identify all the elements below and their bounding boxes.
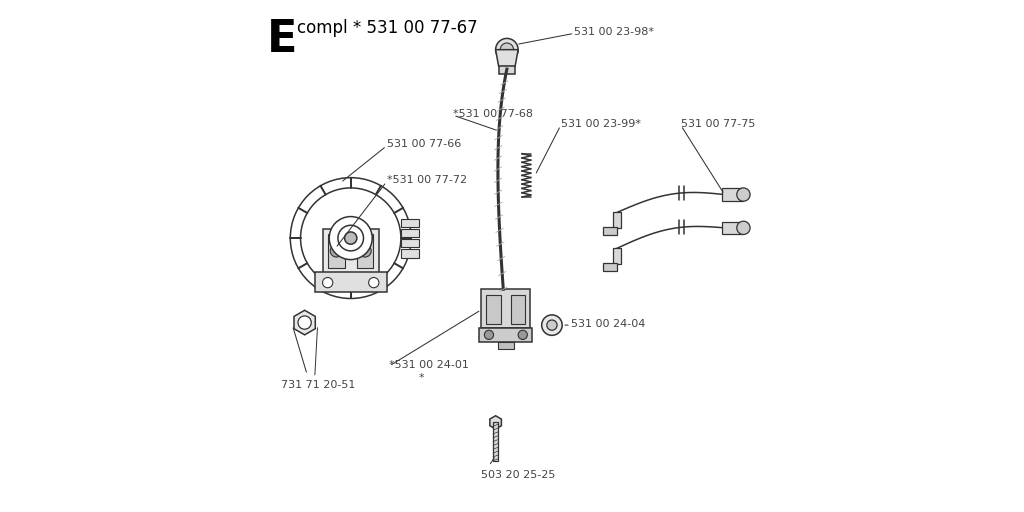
Bar bbox=[511, 295, 525, 324]
Bar bbox=[401, 249, 419, 258]
Circle shape bbox=[344, 232, 357, 244]
Circle shape bbox=[338, 225, 364, 251]
Text: 503 20 25-25: 503 20 25-25 bbox=[481, 470, 556, 480]
Text: 531 00 23-98*: 531 00 23-98* bbox=[574, 27, 654, 37]
Polygon shape bbox=[496, 50, 518, 67]
Text: *531 00 77-68: *531 00 77-68 bbox=[453, 109, 534, 119]
Bar bbox=[401, 239, 419, 247]
Polygon shape bbox=[489, 416, 502, 429]
Text: *: * bbox=[419, 373, 424, 383]
Bar bbox=[494, 422, 499, 461]
Circle shape bbox=[737, 221, 750, 234]
Bar bbox=[315, 272, 387, 292]
Circle shape bbox=[737, 188, 750, 201]
Text: 531 00 23-99*: 531 00 23-99* bbox=[561, 119, 641, 129]
Bar bbox=[498, 342, 514, 349]
Text: E: E bbox=[267, 18, 298, 61]
Text: 531 00 24-04: 531 00 24-04 bbox=[571, 318, 645, 329]
Bar bbox=[499, 66, 515, 74]
Bar bbox=[722, 188, 743, 201]
Bar bbox=[401, 229, 419, 237]
Bar bbox=[486, 295, 501, 324]
Bar bbox=[602, 227, 616, 235]
Bar bbox=[323, 229, 379, 273]
Bar bbox=[401, 219, 419, 227]
Circle shape bbox=[484, 330, 494, 339]
Bar bbox=[357, 234, 374, 268]
Circle shape bbox=[358, 245, 371, 257]
Bar bbox=[612, 248, 621, 264]
Circle shape bbox=[330, 245, 342, 257]
Circle shape bbox=[518, 330, 527, 339]
Bar bbox=[481, 289, 530, 328]
Circle shape bbox=[298, 316, 311, 329]
Circle shape bbox=[500, 43, 513, 56]
Text: *531 00 24-01: *531 00 24-01 bbox=[389, 359, 469, 370]
Circle shape bbox=[542, 315, 562, 335]
Text: 531 00 77-75: 531 00 77-75 bbox=[681, 119, 756, 129]
Circle shape bbox=[291, 178, 412, 298]
Text: 531 00 77-66: 531 00 77-66 bbox=[387, 139, 461, 150]
Text: compl * 531 00 77-67: compl * 531 00 77-67 bbox=[297, 19, 477, 37]
Bar bbox=[602, 263, 616, 271]
Polygon shape bbox=[294, 310, 315, 335]
Bar bbox=[328, 234, 344, 268]
Circle shape bbox=[301, 188, 401, 288]
Circle shape bbox=[547, 320, 557, 330]
Bar bbox=[722, 222, 743, 234]
Bar bbox=[479, 328, 532, 342]
Bar bbox=[612, 212, 621, 228]
Text: 731 71 20-51: 731 71 20-51 bbox=[281, 380, 355, 390]
Circle shape bbox=[496, 38, 518, 61]
Text: *531 00 77-72: *531 00 77-72 bbox=[387, 175, 467, 185]
Circle shape bbox=[323, 278, 333, 288]
Circle shape bbox=[330, 217, 373, 260]
Circle shape bbox=[369, 278, 379, 288]
